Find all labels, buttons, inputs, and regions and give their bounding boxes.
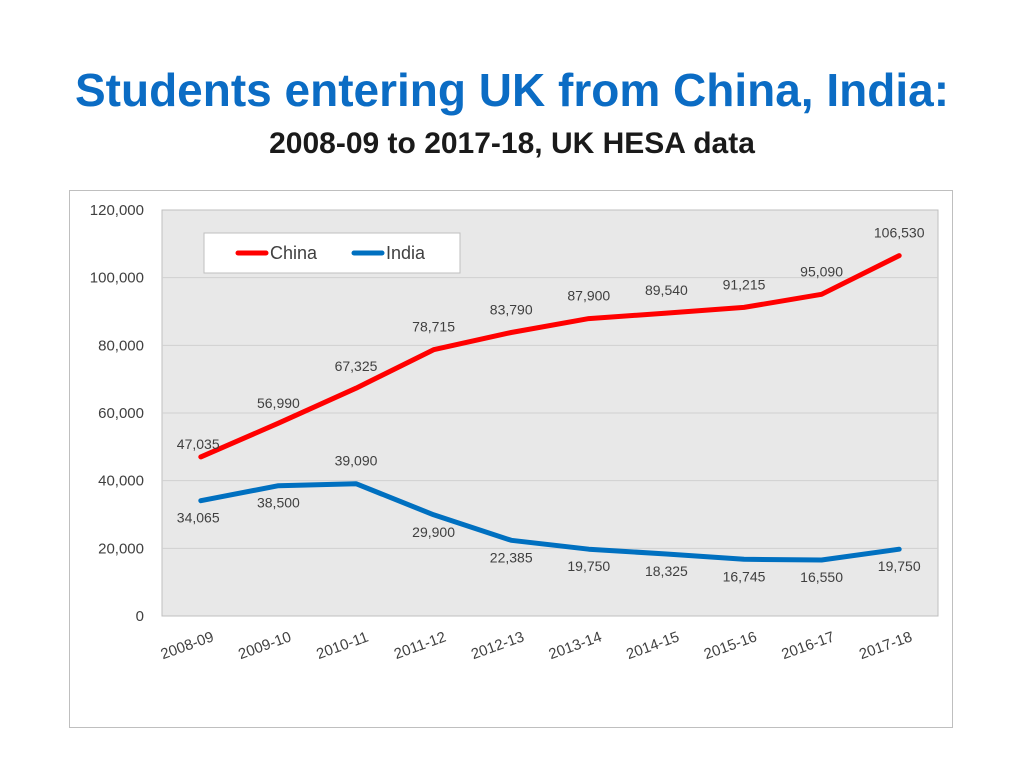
x-tick-label: 2008-09 bbox=[158, 628, 216, 663]
y-tick-label: 100,000 bbox=[90, 270, 144, 287]
y-tick-label: 40,000 bbox=[98, 473, 144, 490]
series-lines bbox=[198, 253, 902, 563]
x-tick-label: 2010-11 bbox=[314, 629, 370, 663]
data-label-india: 39,090 bbox=[335, 453, 378, 469]
y-tick-label: 120,000 bbox=[90, 202, 144, 219]
data-label-india: 38,500 bbox=[257, 495, 300, 511]
data-label-india: 16,550 bbox=[800, 569, 843, 585]
x-tick-label: 2016-17 bbox=[779, 628, 837, 663]
data-label-china: 56,990 bbox=[257, 395, 300, 411]
data-label-india: 19,750 bbox=[567, 558, 610, 574]
y-tick-label: 20,000 bbox=[98, 540, 144, 557]
slide-subtitle: 2008-09 to 2017-18, UK HESA data bbox=[269, 127, 755, 160]
y-tick-label: 60,000 bbox=[98, 405, 144, 422]
series-line-india bbox=[198, 481, 902, 563]
data-label-india: 16,745 bbox=[723, 568, 766, 584]
data-label-india: 29,900 bbox=[412, 524, 455, 540]
x-tick-label: 2013-14 bbox=[546, 628, 604, 663]
series-line-china bbox=[198, 253, 902, 460]
data-label-india: 34,065 bbox=[177, 510, 220, 526]
x-axis-ticks: 2008-09 2009-10 2010-11 2011-12 2012-13 2013-… bbox=[158, 628, 914, 663]
data-label-china: 91,215 bbox=[723, 276, 766, 292]
x-tick-label: 2011-12 bbox=[392, 629, 448, 663]
data-label-india: 18,325 bbox=[645, 563, 688, 579]
legend-label-india: India bbox=[386, 243, 426, 263]
data-label-china: 87,900 bbox=[567, 288, 610, 304]
data-label-china: 78,715 bbox=[412, 319, 455, 335]
data-label-china: 67,325 bbox=[335, 358, 378, 374]
gridlines bbox=[162, 277, 938, 549]
data-label-china: 47,035 bbox=[177, 436, 220, 452]
data-label-china: 106,530 bbox=[874, 225, 925, 241]
slide-title: Students entering UK from China, India: bbox=[74, 64, 950, 116]
data-label-india: 22,385 bbox=[490, 549, 533, 565]
legend-label-china: China bbox=[270, 243, 318, 263]
y-tick-label: 0 bbox=[136, 608, 144, 625]
x-tick-label: 2017-18 bbox=[857, 628, 915, 663]
data-label-china: 83,790 bbox=[490, 302, 533, 318]
data-label-china: 89,540 bbox=[645, 282, 688, 298]
x-tick-label: 2012-13 bbox=[469, 628, 527, 663]
x-tick-label: 2014-15 bbox=[624, 628, 682, 663]
data-labels: 47,035 56,990 67,325 78,715 83,790 87,900 89,5… bbox=[177, 225, 925, 585]
data-label-india: 19,750 bbox=[878, 558, 921, 574]
y-tick-label: 80,000 bbox=[98, 337, 144, 354]
x-tick-label: 2015-16 bbox=[702, 628, 760, 663]
data-label-china: 95,090 bbox=[800, 263, 843, 279]
legend: China India bbox=[203, 232, 461, 274]
y-axis-ticks: 0 20,000 40,000 60,000 80,000 100,000 120,000 bbox=[90, 202, 144, 625]
x-tick-label: 2009-10 bbox=[236, 628, 294, 663]
